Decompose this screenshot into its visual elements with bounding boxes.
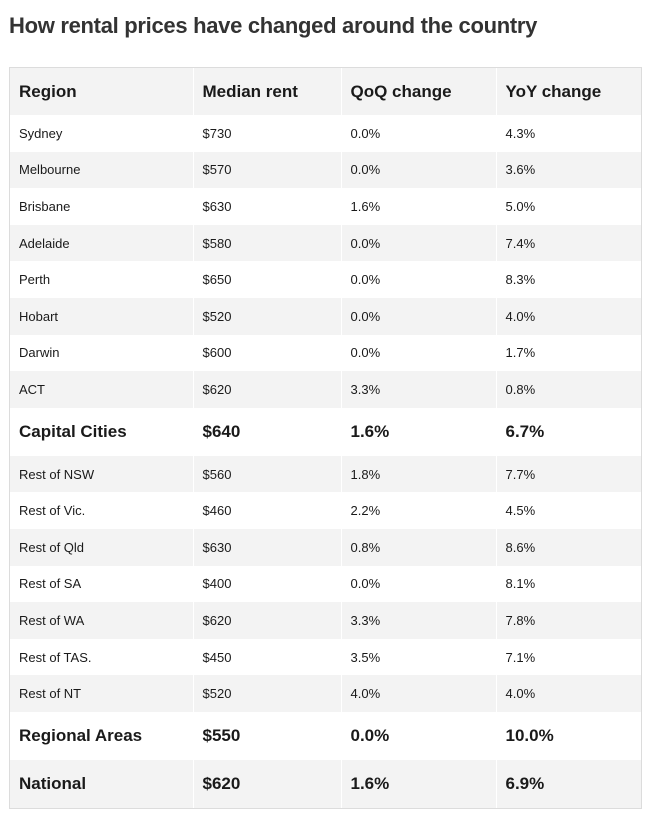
table-summary-row: National $620 1.6% 6.9% [10,759,641,808]
qoq-change-cell: 2.2% [341,492,497,529]
column-header-median-rent: Median rent [193,68,342,115]
region-cell: Melbourne [10,151,194,189]
table-row: Hobart $520 0.0% 4.0% [10,297,641,335]
table-row: Rest of TAS. $450 3.5% 7.1% [10,638,641,676]
yoy-change-cell: 8.3% [496,261,641,298]
median-rent-cell: $630 [193,188,342,225]
yoy-change-cell: 8.1% [496,565,641,603]
table-row: Melbourne $570 0.0% 3.6% [10,151,641,189]
table-row: Sydney $730 0.0% 4.3% [10,115,641,152]
region-cell: Perth [10,261,194,298]
region-cell: Capital Cities [10,407,194,456]
qoq-change-cell: 1.6% [341,188,497,225]
median-rent-cell: $450 [193,638,342,676]
median-rent-cell: $730 [193,115,342,152]
region-cell: Rest of WA [10,602,194,639]
table-row: Perth $650 0.0% 8.3% [10,261,641,298]
region-cell: Adelaide [10,224,194,262]
yoy-change-cell: 7.1% [496,638,641,676]
yoy-change-cell: 6.9% [496,759,641,808]
qoq-change-cell: 1.6% [341,759,497,808]
table-row: Rest of Qld $630 0.8% 8.6% [10,528,641,566]
yoy-change-cell: 6.7% [496,407,641,456]
yoy-change-cell: 1.7% [496,334,641,372]
qoq-change-cell: 1.8% [341,455,497,493]
rental-prices-table: Region Median rent QoQ change YoY change… [9,67,642,809]
yoy-change-cell: 7.4% [496,224,641,262]
table-summary-row: Regional Areas $550 0.0% 10.0% [10,711,641,760]
column-header-yoy-change: YoY change [496,68,641,115]
yoy-change-cell: 8.6% [496,528,641,566]
region-cell: Rest of Vic. [10,492,194,529]
table-row: Rest of SA $400 0.0% 8.1% [10,565,641,603]
table-row: Rest of Vic. $460 2.2% 4.5% [10,492,641,529]
table-header-row: Region Median rent QoQ change YoY change [10,68,641,115]
yoy-change-cell: 7.7% [496,455,641,493]
qoq-change-cell: 0.8% [341,528,497,566]
yoy-change-cell: 7.8% [496,602,641,639]
qoq-change-cell: 0.0% [341,565,497,603]
qoq-change-cell: 3.3% [341,371,497,408]
page-title: How rental prices have changed around th… [9,13,538,38]
yoy-change-cell: 4.5% [496,492,641,529]
yoy-change-cell: 0.8% [496,371,641,408]
median-rent-cell: $620 [193,759,342,808]
region-cell: Darwin [10,334,194,372]
median-rent-cell: $400 [193,565,342,603]
median-rent-cell: $520 [193,675,342,712]
median-rent-cell: $520 [193,297,342,335]
table-row: ACT $620 3.3% 0.8% [10,371,641,408]
qoq-change-cell: 0.0% [341,334,497,372]
qoq-change-cell: 3.5% [341,638,497,676]
median-rent-cell: $640 [193,407,342,456]
region-cell: Brisbane [10,188,194,225]
median-rent-cell: $650 [193,261,342,298]
region-cell: ACT [10,371,194,408]
region-cell: Rest of SA [10,565,194,603]
table-row: Rest of NT $520 4.0% 4.0% [10,675,641,712]
qoq-change-cell: 0.0% [341,297,497,335]
table-body: Sydney $730 0.0% 4.3% Melbourne $570 0.0% 3.6% B… [10,115,641,808]
qoq-change-cell: 0.0% [341,261,497,298]
table-row: Brisbane $630 1.6% 5.0% [10,188,641,225]
region-cell: Rest of Qld [10,528,194,566]
yoy-change-cell: 4.0% [496,297,641,335]
qoq-change-cell: 0.0% [341,115,497,152]
region-cell: Regional Areas [10,711,194,760]
median-rent-cell: $460 [193,492,342,529]
qoq-change-cell: 4.0% [341,675,497,712]
table-summary-row: Capital Cities $640 1.6% 6.7% [10,407,641,456]
median-rent-cell: $580 [193,224,342,262]
yoy-change-cell: 4.0% [496,675,641,712]
region-cell: Rest of NSW [10,455,194,493]
yoy-change-cell: 5.0% [496,188,641,225]
qoq-change-cell: 0.0% [341,151,497,189]
qoq-change-cell: 1.6% [341,407,497,456]
median-rent-cell: $550 [193,711,342,760]
column-header-region: Region [10,68,194,115]
median-rent-cell: $560 [193,455,342,493]
median-rent-cell: $570 [193,151,342,189]
qoq-change-cell: 0.0% [341,224,497,262]
qoq-change-cell: 3.3% [341,602,497,639]
yoy-change-cell: 10.0% [496,711,641,760]
yoy-change-cell: 4.3% [496,115,641,152]
region-cell: Hobart [10,297,194,335]
region-cell: National [10,759,194,808]
table-row: Darwin $600 0.0% 1.7% [10,334,641,372]
region-cell: Rest of TAS. [10,638,194,676]
median-rent-cell: $630 [193,528,342,566]
qoq-change-cell: 0.0% [341,711,497,760]
table-row: Adelaide $580 0.0% 7.4% [10,224,641,262]
median-rent-cell: $620 [193,602,342,639]
region-cell: Sydney [10,115,194,152]
median-rent-cell: $600 [193,334,342,372]
region-cell: Rest of NT [10,675,194,712]
table-row: Rest of WA $620 3.3% 7.8% [10,602,641,639]
median-rent-cell: $620 [193,371,342,408]
yoy-change-cell: 3.6% [496,151,641,189]
column-header-qoq-change: QoQ change [341,68,497,115]
table-row: Rest of NSW $560 1.8% 7.7% [10,455,641,493]
